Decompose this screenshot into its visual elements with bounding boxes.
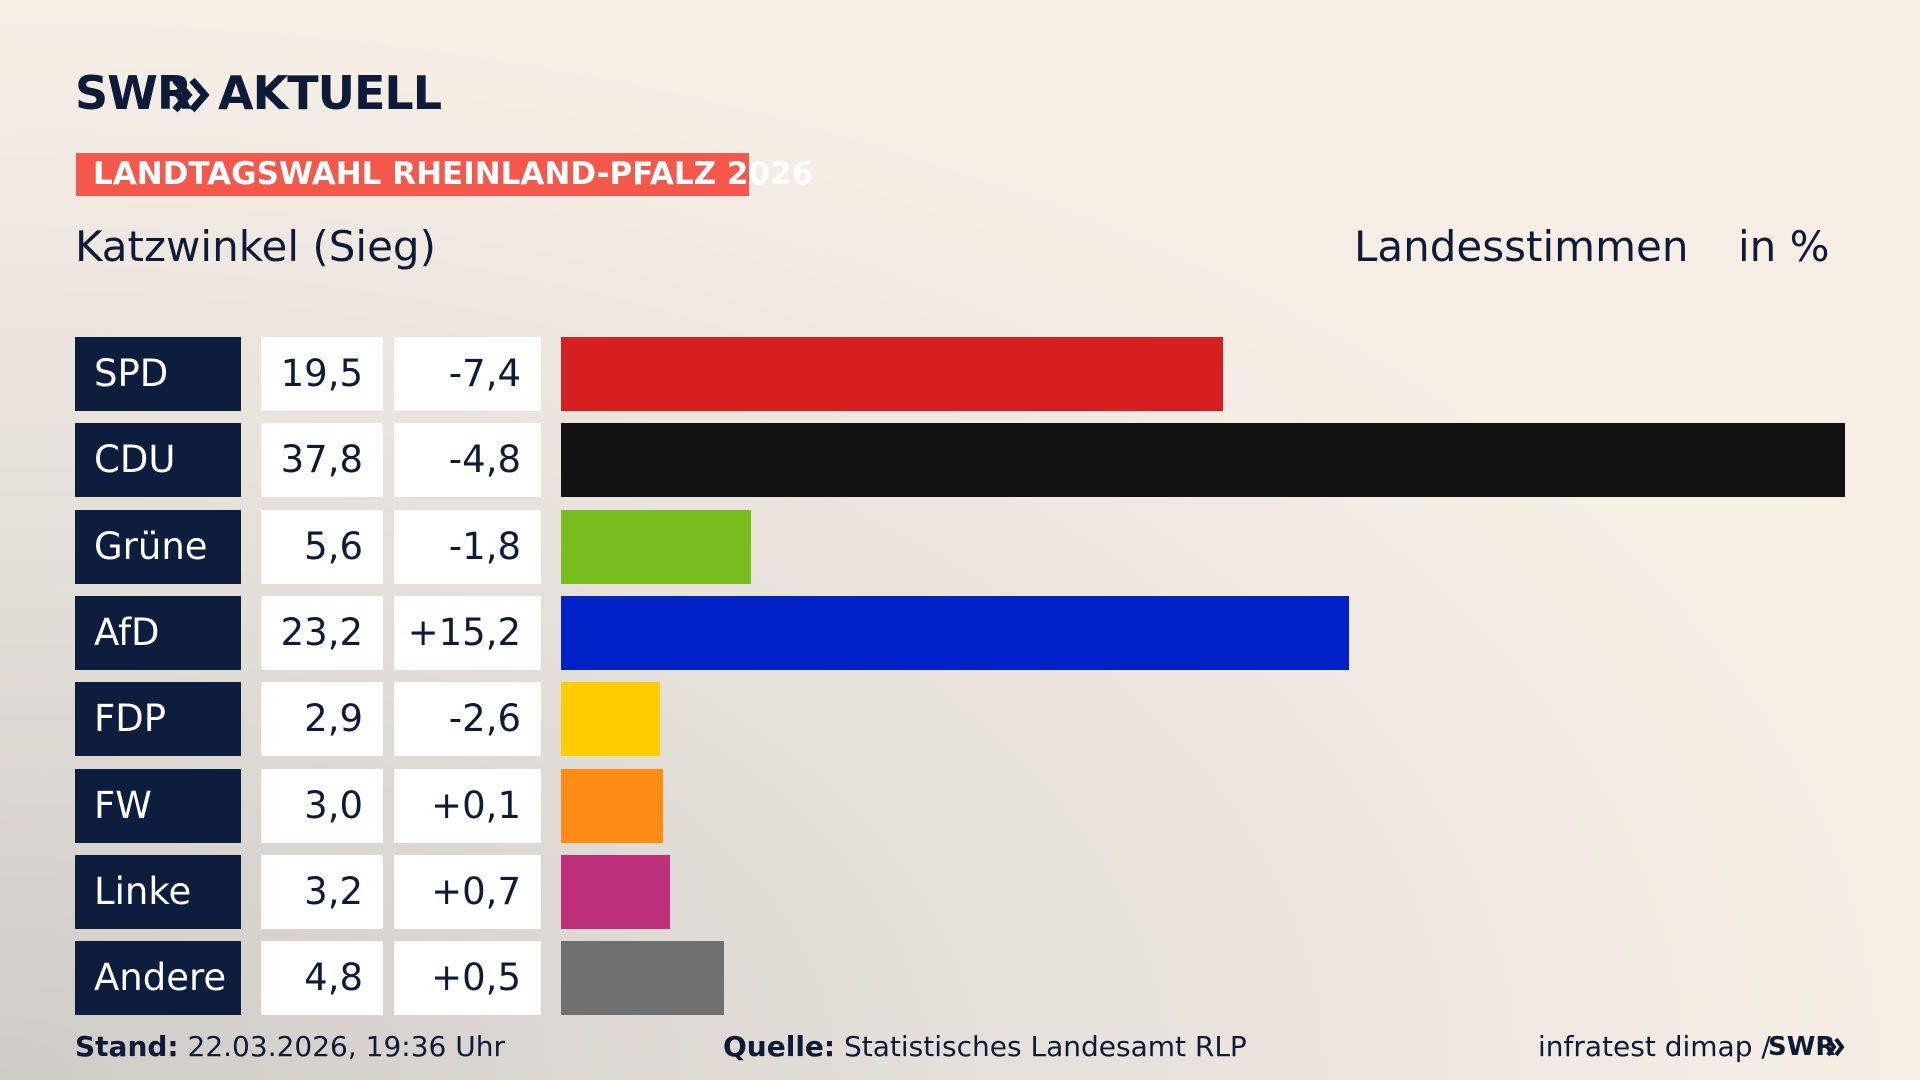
change-label: +0,7 — [394, 854, 541, 929]
bar — [561, 682, 660, 757]
stand: Stand: 22.03.2026, 19:36 Uhr — [75, 1030, 505, 1063]
source: Quelle: Statistisches Landesamt RLP — [723, 1030, 1247, 1063]
value-label: 3,2 — [261, 854, 383, 929]
value-label: 37,8 — [261, 423, 383, 498]
value-label: 2,9 — [261, 682, 383, 757]
party-label: FW — [75, 768, 241, 843]
value-label: 5,6 — [261, 509, 383, 584]
party-label: SPD — [75, 337, 241, 411]
party-label: AfD — [75, 595, 241, 670]
party-label: FDP — [75, 682, 241, 757]
party-label: CDU — [75, 423, 241, 498]
value-label: 19,5 — [261, 337, 383, 411]
bar — [561, 337, 1224, 411]
source-label: Quelle: — [723, 1030, 836, 1063]
change-label: -1,8 — [394, 509, 541, 584]
party-label: Grüne — [75, 509, 241, 584]
credit-chevrons — [1826, 1037, 1845, 1057]
bar — [561, 941, 725, 1016]
credit: infratest dimap / — [1538, 1030, 1771, 1063]
stand-label: Stand: — [75, 1030, 179, 1063]
chart-title: Katzwinkel (Sieg) — [75, 222, 436, 271]
brand-chevrons — [172, 77, 210, 113]
brand-name: SWR — [75, 66, 192, 120]
chart-subtitle: Landesstimmen — [1354, 222, 1689, 271]
change-label: +0,5 — [394, 941, 541, 1016]
party-label: Linke — [75, 854, 241, 929]
value-label: 4,8 — [261, 941, 383, 1016]
party-label: Andere — [75, 941, 241, 1016]
credit-brand: SWR — [1768, 1032, 1836, 1062]
bar — [561, 595, 1350, 670]
change-label: -4,8 — [394, 423, 541, 498]
value-label: 23,2 — [261, 595, 383, 670]
tag: LANDTAGSWAHL RHEINLAND-PFALZ 2026 — [76, 153, 813, 196]
bar — [561, 768, 663, 843]
unit: in % — [1738, 222, 1830, 271]
change-label: -2,6 — [394, 682, 541, 757]
bar — [561, 423, 1845, 498]
bar — [561, 854, 670, 929]
change-label: -7,4 — [394, 337, 541, 411]
brand-product: AKTUELL — [218, 66, 442, 120]
change-label: +0,1 — [394, 768, 541, 843]
stand-value: 22.03.2026, 19:36 Uhr — [187, 1030, 505, 1063]
change-label: +15,2 — [394, 595, 541, 670]
bar — [561, 509, 752, 584]
source-value: Statistisches Landesamt RLP — [844, 1030, 1247, 1063]
value-label: 3,0 — [261, 768, 383, 843]
